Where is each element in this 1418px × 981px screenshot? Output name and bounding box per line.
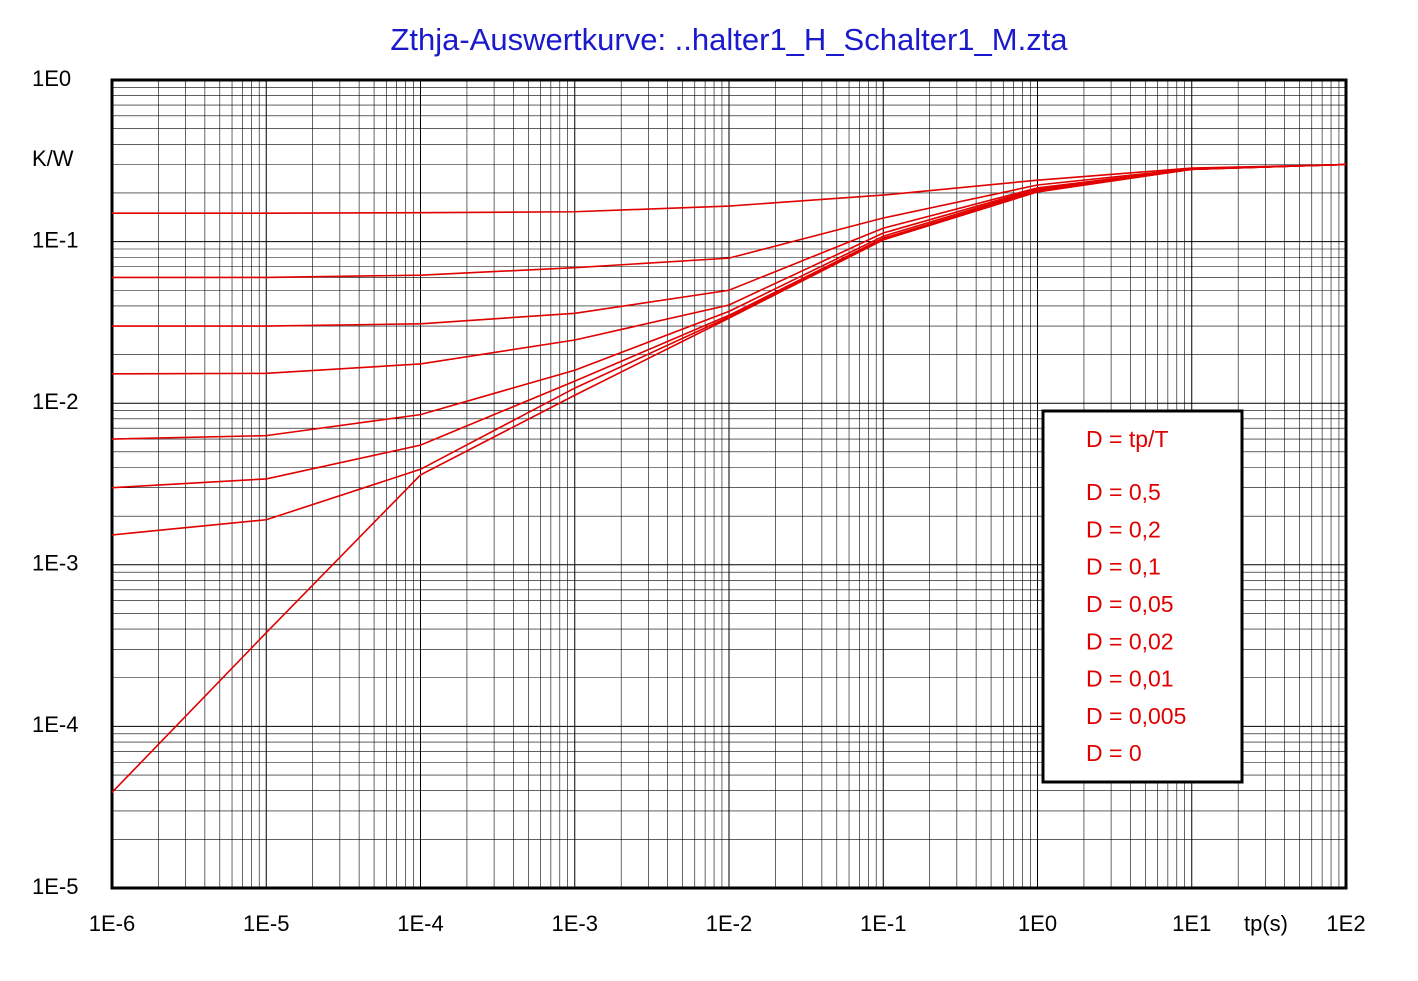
y-unit-label: K/W — [32, 146, 74, 171]
legend-title: D = tp/T — [1086, 426, 1168, 452]
y-tick-label: 1E-3 — [32, 551, 78, 576]
legend-entry: D = 0,05 — [1086, 591, 1174, 617]
x-tick-label: 1E-5 — [243, 911, 289, 936]
legend-entry: D = 0 — [1086, 740, 1142, 766]
x-unit-label: tp(s) — [1244, 911, 1288, 936]
series-line — [112, 163, 1347, 214]
series-line — [112, 163, 1347, 279]
legend-entry: D = 0,5 — [1086, 479, 1161, 505]
legend-box — [1041, 409, 1244, 784]
x-tick-label: 1E-3 — [552, 911, 598, 936]
x-tick-label: 1E1 — [1172, 911, 1211, 936]
series-line — [111, 163, 1347, 794]
y-tick-label: 1E-4 — [32, 712, 78, 737]
legend-entry: D = 0,005 — [1086, 703, 1186, 729]
legend-entry: D = 0,02 — [1086, 628, 1174, 654]
x-tick-label: 1E-1 — [860, 911, 906, 936]
x-tick-label: 1E-2 — [706, 911, 752, 936]
legend-entry: D = 0,1 — [1086, 554, 1161, 580]
plot-frame — [110, 78, 1348, 890]
x-tick-label: 1E0 — [1018, 911, 1057, 936]
y-tick-label: 1E-1 — [32, 227, 78, 252]
x-tick-label: 1E-6 — [89, 911, 135, 936]
x-tick-label: 1E-4 — [397, 911, 443, 936]
y-tick-label: 1E0 — [32, 66, 71, 91]
y-tick-label: 1E-2 — [32, 389, 78, 414]
chart-title: Zthja-Auswertkurve: ..halter1_H_Schalter… — [390, 22, 1068, 57]
legend-entry: D = 0,01 — [1086, 666, 1174, 692]
legend-entry: D = 0,2 — [1086, 516, 1161, 542]
x-tick-label: 1E2 — [1326, 911, 1365, 936]
y-tick-label: 1E-5 — [32, 874, 78, 899]
